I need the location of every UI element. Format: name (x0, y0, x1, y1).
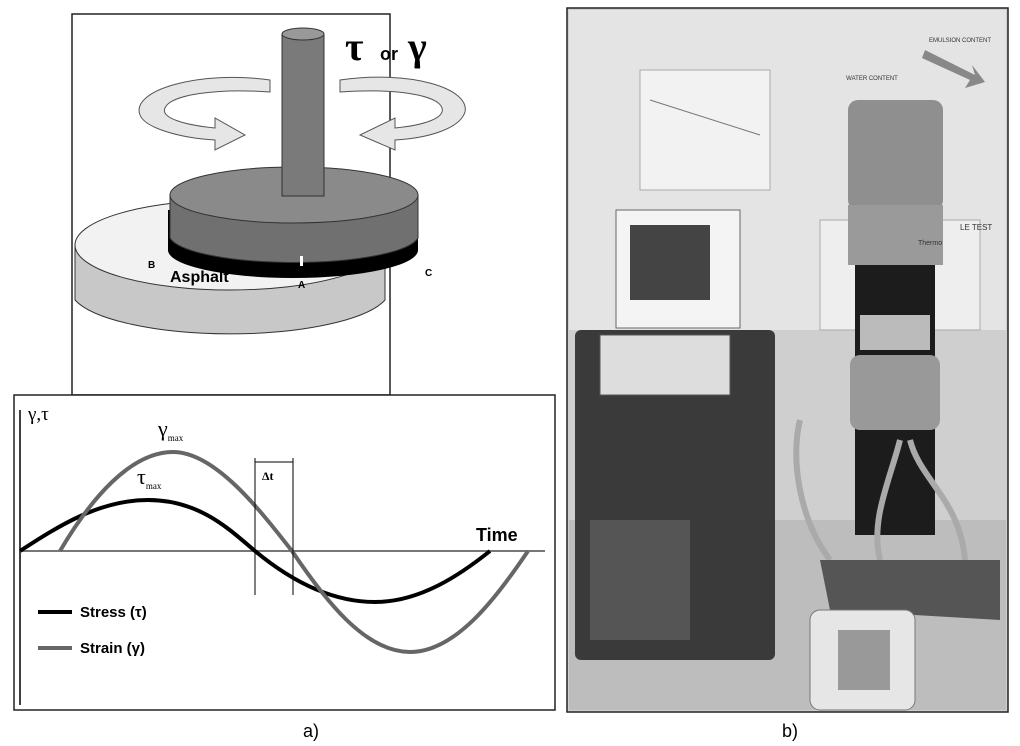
rotation-arrow-right (339, 76, 466, 151)
vent-grille (590, 520, 690, 640)
poster-line (649, 99, 761, 136)
photo-text: LE TEST (960, 223, 992, 232)
tubes (793, 419, 968, 562)
plot-frame (13, 394, 556, 711)
or-text: or (380, 44, 398, 64)
shaft-top (281, 27, 325, 41)
strain-curve (58, 449, 530, 655)
symbol: τ (137, 464, 146, 489)
measuring-cell (860, 315, 930, 350)
poster-arrow (922, 50, 985, 88)
stress-strain-plot: γ,τ γmax τmax Δt Time Stress (τ) Strain … (13, 394, 556, 711)
tau-symbol: τ (345, 24, 363, 69)
photo-text: EMULSION CONTENT (929, 38, 991, 44)
legend-label: Strain (γ) (80, 640, 145, 657)
caption: b) (782, 721, 798, 741)
mark (300, 256, 303, 266)
tau-max: τmax (137, 464, 162, 491)
subscript: max (168, 433, 184, 443)
rheometer-body (848, 205, 943, 265)
temperature-cell (850, 355, 940, 430)
time-label: Time (476, 525, 518, 545)
material-label: Asphalt (170, 269, 229, 286)
gamma-symbol: γ (407, 24, 427, 69)
base-plate (820, 560, 1000, 620)
controller-screen (630, 225, 710, 300)
point-label: C (425, 268, 432, 279)
caption: a) (303, 721, 319, 741)
delta-t: Δt (262, 469, 274, 483)
legend-label: Stress (τ) (80, 604, 147, 621)
subscript: max (146, 481, 162, 491)
keypad-screen (838, 630, 890, 690)
rotation-arrow-left (138, 76, 271, 151)
shaft (281, 33, 325, 197)
point-label: A (298, 280, 305, 291)
apparatus-diagram: τ or γ B C A Asphalt (71, 13, 466, 396)
axis-label: γ,τ (27, 404, 49, 425)
point-label: B (148, 260, 155, 271)
photo-text: Thermo (918, 240, 942, 247)
bath-lid (599, 334, 731, 396)
rheometer-photo: WATER CONTENT EMULSION CONTENT LE TEST T… (566, 7, 1009, 713)
rheometer-head (848, 100, 943, 210)
photo-text: WATER CONTENT (846, 76, 898, 82)
poster-chart (639, 69, 771, 191)
gamma-max: γmax (157, 416, 184, 443)
symbol: γ (157, 416, 168, 441)
